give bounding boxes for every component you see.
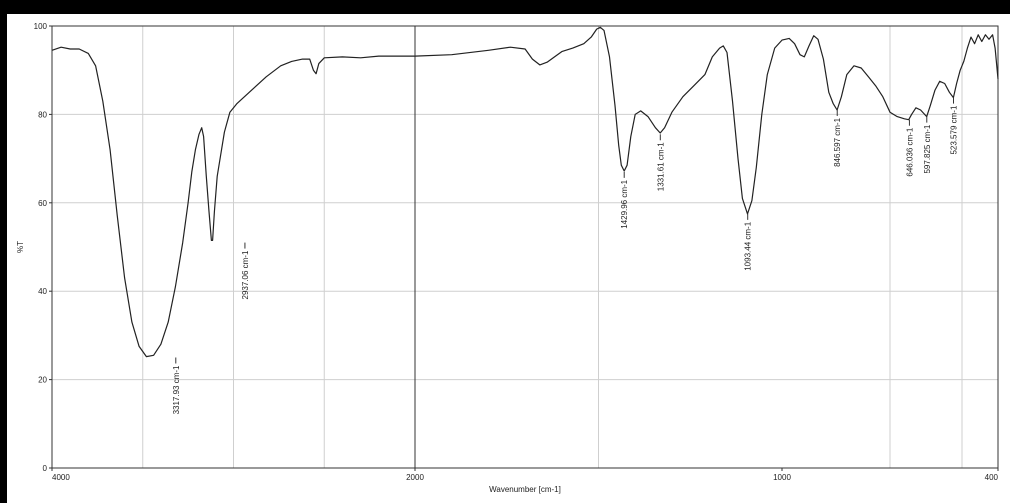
y-tick-label: 80 [38,110,47,119]
y-tick-label: 0 [43,464,48,473]
axes [51,25,999,469]
chart-frame: 0 20 40 60 80 100 4000 2000 1000 400 3317.93 cm-… [7,14,1010,503]
x-tick-label: 2000 [406,473,424,482]
peak-label: 846.597 cm-1 [833,117,842,166]
plot-border [51,25,999,469]
peak-label: 1331.61 cm-1 [656,142,665,191]
x-tick-label: 1000 [773,473,791,482]
peak-label: 523.579 cm-1 [950,105,959,154]
y-ticks: 0 20 40 60 80 100 [34,22,52,473]
y-axis-label: %T [16,241,25,253]
peak-label: 597.825 cm-1 [923,124,932,173]
peak-label: 1093.44 cm-1 [744,221,753,270]
peak-label: 1429.96 cm-1 [620,179,629,228]
y-tick-label: 20 [38,376,47,385]
ir-spectrum-chart: 0 20 40 60 80 100 4000 2000 1000 400 3317.93 cm-… [16,22,999,494]
y-tick-label: 100 [34,22,48,31]
x-tick-label: 400 [985,473,999,482]
x-axis-label: Wavenumber [cm-1] [489,485,561,494]
x-ticks: 4000 2000 1000 400 [51,468,999,482]
y-tick-label: 60 [38,199,47,208]
peak-label: 646.036 cm-1 [905,127,914,176]
y-tick-label: 40 [38,287,47,296]
spectrum-line [51,26,999,358]
series-group [51,26,999,358]
peak-label: 3317.93 cm-1 [172,365,181,414]
annotations: 3317.93 cm-1 2937.06 cm-1 1429.96 cm-1 1331… [172,97,959,414]
grid [52,26,998,468]
peak-label: 2937.06 cm-1 [241,250,250,299]
x-tick-label: 4000 [52,473,70,482]
